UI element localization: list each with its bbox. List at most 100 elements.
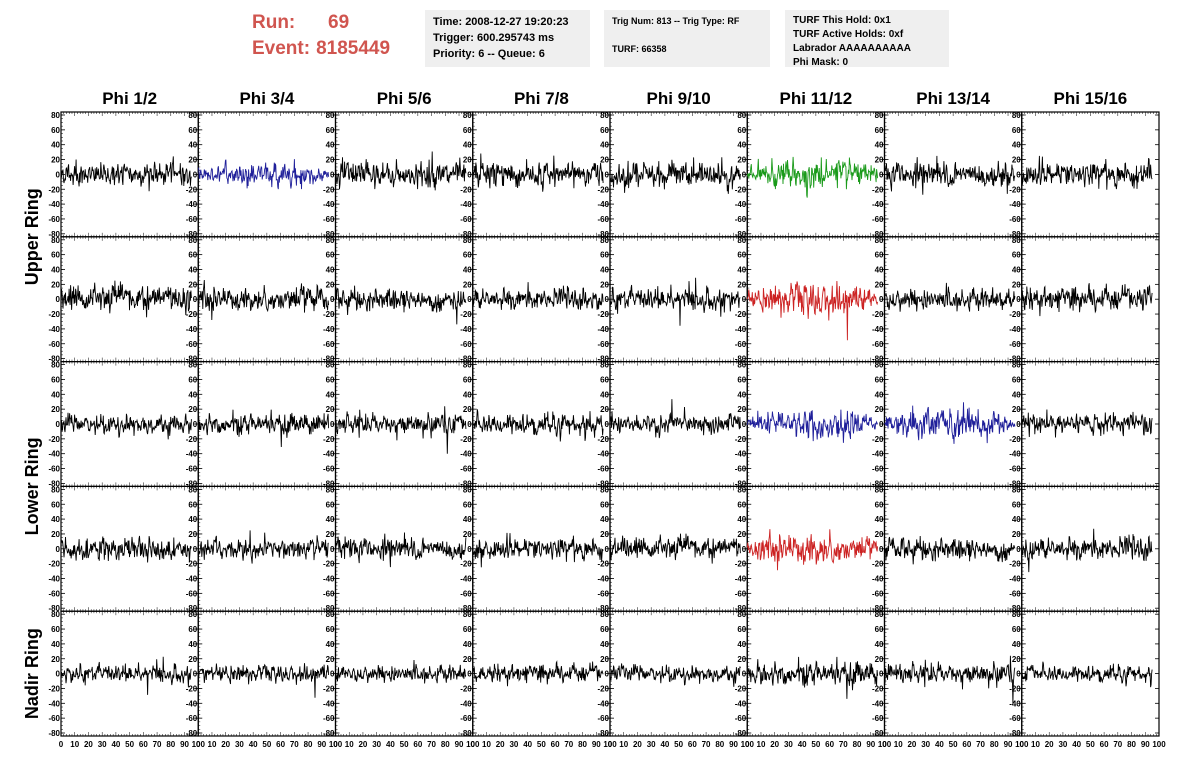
y-tick-label: -60 [186, 465, 198, 474]
event-value: 8185449 [316, 38, 391, 59]
y-tick-label: 40 [600, 515, 609, 524]
y-tick-label: -20 [48, 310, 60, 319]
y-tick-label: 20 [875, 280, 884, 289]
y-tick-label: 80 [737, 236, 746, 245]
turf-text: TURF: 66358 [612, 44, 667, 54]
y-tick-label: 40 [463, 266, 472, 275]
y-tick-label: -20 [872, 310, 884, 319]
y-tick-label: 40 [51, 266, 60, 275]
y-tick-label: 80 [326, 485, 335, 494]
y-tick-label: -40 [186, 575, 198, 584]
y-tick-label: 60 [875, 251, 884, 260]
y-tick-label: 0 [879, 295, 884, 304]
y-tick-label: 80 [51, 485, 60, 494]
y-tick-label: -80 [872, 479, 884, 488]
y-tick-label: -40 [460, 200, 472, 209]
y-tick-label: -40 [48, 200, 60, 209]
column-title: Phi 7/8 [514, 89, 569, 108]
y-tick-label: 40 [737, 390, 746, 399]
turf-active-holds-text: TURF Active Holds: 0xf [793, 29, 904, 40]
y-tick-label: -20 [186, 185, 198, 194]
y-tick-label: 20 [737, 530, 746, 539]
y-tick-label: -20 [460, 560, 472, 569]
y-tick-label: 40 [875, 141, 884, 150]
waveform-trace [197, 159, 330, 190]
y-tick-label: -80 [597, 604, 609, 613]
y-tick-label: -40 [735, 200, 747, 209]
y-tick-label: 0 [742, 545, 747, 554]
waveform-trace [197, 409, 330, 448]
y-tick-label: -80 [597, 479, 609, 488]
y-tick-label: 40 [463, 515, 472, 524]
waveform-trace [746, 409, 879, 443]
y-tick-label: 0 [742, 295, 747, 304]
y-tick-label: 20 [1012, 405, 1021, 414]
y-tick-label: -40 [186, 325, 198, 334]
y-tick-label: 0 [193, 545, 198, 554]
y-tick-label: 0 [605, 295, 610, 304]
y-tick-label: -60 [597, 465, 609, 474]
y-tick-label: -80 [1009, 355, 1021, 364]
y-tick-label: 80 [737, 485, 746, 494]
y-tick-label: 60 [737, 500, 746, 509]
y-tick-label: 60 [1012, 251, 1021, 260]
y-tick-label: -80 [323, 604, 335, 613]
y-tick-label: 80 [188, 361, 197, 370]
waveform-trace [609, 157, 741, 194]
y-tick-label: -20 [872, 560, 884, 569]
y-tick-label: 60 [875, 500, 884, 509]
y-tick-label: -20 [597, 435, 609, 444]
y-tick-label: -40 [48, 450, 60, 459]
y-tick-label: 20 [875, 156, 884, 165]
y-tick-label: 80 [51, 111, 60, 120]
y-tick-label: -60 [872, 589, 884, 598]
y-tick-label: -60 [872, 465, 884, 474]
y-tick-label: -20 [186, 435, 198, 444]
y-tick-label: 0 [605, 170, 610, 179]
y-tick-label: 20 [600, 156, 609, 165]
y-tick-label: 0 [879, 420, 884, 429]
y-tick-label: 0 [56, 420, 61, 429]
y-tick-label: -20 [48, 435, 60, 444]
y-tick-label: 20 [463, 405, 472, 414]
y-tick-label: -20 [323, 310, 335, 319]
y-tick-label: 60 [51, 375, 60, 384]
y-tick-label: 80 [326, 361, 335, 370]
y-tick-label: 0 [1016, 420, 1021, 429]
turf-this-hold-text: TURF This Hold: 0x1 [793, 15, 891, 26]
y-tick-label: 60 [600, 375, 609, 384]
y-tick-label: -80 [872, 355, 884, 364]
y-tick-label: 60 [326, 251, 335, 260]
ring-label: Lower Ring [22, 437, 42, 535]
y-tick-label: -60 [460, 465, 472, 474]
run-value: 69 [328, 12, 350, 33]
y-tick-label: 20 [188, 280, 197, 289]
y-tick-label: 20 [326, 530, 335, 539]
y-tick-label: -40 [597, 575, 609, 584]
y-tick-label: 60 [51, 126, 60, 135]
y-tick-label: -80 [872, 230, 884, 239]
y-tick-label: -80 [323, 355, 335, 364]
y-tick-label: 20 [51, 156, 60, 165]
y-tick-label: -20 [597, 560, 609, 569]
y-tick-label: -80 [48, 604, 60, 613]
y-tick-label: 40 [1012, 390, 1021, 399]
y-tick-label: -40 [872, 575, 884, 584]
y-tick-label: -60 [186, 340, 198, 349]
y-tick-label: -20 [186, 560, 198, 569]
y-tick-label: -80 [735, 604, 747, 613]
y-tick-label: 20 [1012, 280, 1021, 289]
waveform-trace [60, 280, 192, 318]
y-tick-label: -20 [735, 435, 747, 444]
y-tick-label: -60 [1009, 215, 1021, 224]
y-tick-label: -20 [186, 310, 198, 319]
y-tick-label: 40 [51, 515, 60, 524]
y-tick-label: 60 [326, 375, 335, 384]
y-tick-label: -80 [460, 355, 472, 364]
y-tick-label: 0 [467, 420, 472, 429]
y-tick-label: 40 [51, 141, 60, 150]
y-tick-label: 40 [51, 390, 60, 399]
y-tick-label: 60 [326, 500, 335, 509]
y-tick-label: 60 [600, 251, 609, 260]
